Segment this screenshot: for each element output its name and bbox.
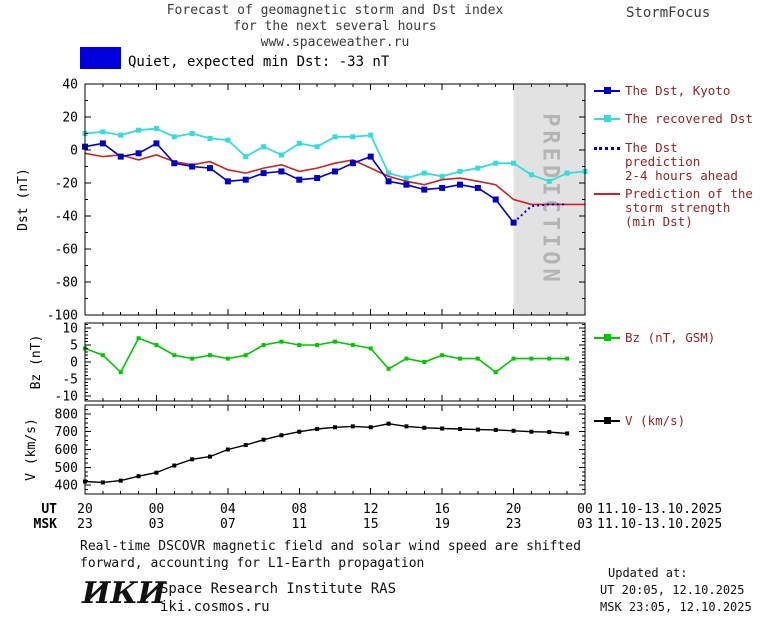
svg-text:00: 00 xyxy=(149,502,165,517)
quiet-status-label: Quiet, expected min Dst: -33 nT xyxy=(128,54,390,70)
legend-item-bz: Bz (nT, GSM) xyxy=(594,331,715,345)
propagation-note-line2: forward, accounting for L1-Earth propaga… xyxy=(80,556,425,571)
svg-text:03: 03 xyxy=(577,517,593,532)
svg-text:-60: -60 xyxy=(55,243,78,258)
series-bz-nt-gsm- xyxy=(84,337,568,374)
institute-name: Space Research Institute RAS xyxy=(160,581,397,597)
page-title: Forecast of geomagnetic storm and Dst in… xyxy=(166,3,504,18)
legend-label: The Dst prediction 2-4 hours ahead xyxy=(625,140,738,183)
legend-item-recovered-dst: The recovered Dst xyxy=(594,112,753,126)
svg-text:400: 400 xyxy=(55,479,78,494)
propagation-note: Real-time DSCOVR magnetic field and sola… xyxy=(80,538,581,572)
legend-item-v: V (km/s) xyxy=(594,414,685,428)
svg-text:V (km/s): V (km/s) xyxy=(24,418,39,481)
propagation-note-line1: Real-time DSCOVR magnetic field and sola… xyxy=(80,539,581,554)
svg-text:07: 07 xyxy=(220,517,236,532)
iki-logo: ИКИ xyxy=(82,576,166,611)
svg-text:20: 20 xyxy=(62,111,78,126)
svg-text:03: 03 xyxy=(149,517,165,532)
svg-text:15: 15 xyxy=(363,517,379,532)
storm-strength-marker-icon xyxy=(594,188,620,200)
svg-text:11: 11 xyxy=(291,517,307,532)
svg-text:5: 5 xyxy=(70,339,78,354)
legend-label: The Dst, Kyoto xyxy=(625,83,731,98)
svg-text:40: 40 xyxy=(62,78,78,93)
svg-text:-5: -5 xyxy=(62,372,78,387)
svg-text:19: 19 xyxy=(434,517,450,532)
svg-text:-20: -20 xyxy=(55,177,78,192)
series-the-dst-prediction-2-4-hours-ahead xyxy=(512,203,568,224)
updated-msk: MSK 23:05, 12.10.2025 xyxy=(600,600,752,614)
svg-text:20: 20 xyxy=(77,502,93,517)
legend-label: Bz (nT, GSM) xyxy=(625,330,716,345)
updated-label: Updated at: xyxy=(608,566,688,580)
svg-text:08: 08 xyxy=(291,502,307,517)
svg-text:600: 600 xyxy=(55,443,78,458)
svg-text:0: 0 xyxy=(70,144,78,159)
dst-kyoto-marker-icon xyxy=(594,85,620,97)
svg-text:-40: -40 xyxy=(55,210,78,225)
svg-text:12: 12 xyxy=(363,502,379,517)
svg-text:20: 20 xyxy=(506,502,522,517)
svg-text:10: 10 xyxy=(62,322,78,337)
series-v-km-s- xyxy=(84,422,568,484)
brand-label: StormFocus xyxy=(626,5,711,21)
svg-text:00: 00 xyxy=(577,502,593,517)
legend-item-dst-kyoto: The Dst, Kyoto xyxy=(594,84,730,98)
legend-label: The recovered Dst xyxy=(625,111,753,126)
svg-text:-100: -100 xyxy=(47,309,78,324)
quiet-status-swatch xyxy=(80,47,121,69)
institute-site: iki.cosmos.ru xyxy=(160,599,270,615)
updated-ut: UT 20:05, 12.10.2025 xyxy=(600,583,745,597)
svg-text:0: 0 xyxy=(70,356,78,371)
svg-text:23: 23 xyxy=(77,517,93,532)
svg-text:Bz (nT): Bz (nT) xyxy=(29,335,44,390)
svg-text:Dst (nT): Dst (nT) xyxy=(16,168,31,231)
svg-text:700: 700 xyxy=(55,425,78,440)
svg-text:UT: UT xyxy=(41,502,57,517)
legend-item-dst-prediction: The Dst prediction 2-4 hours ahead xyxy=(594,141,760,183)
series-the-dst-kyoto xyxy=(84,142,515,224)
bz-marker-icon xyxy=(594,332,620,344)
svg-text:-10: -10 xyxy=(55,389,78,404)
svg-text:11.10-13.10.2025: 11.10-13.10.2025 xyxy=(597,517,722,532)
page-title-block: Forecast of geomagnetic storm and Dst in… xyxy=(85,3,585,51)
svg-text:MSK: MSK xyxy=(34,517,58,532)
series-prediction-of-the-storm-strength-min-dst- xyxy=(84,152,585,206)
legend-item-storm-strength: Prediction of the storm strength (min Ds… xyxy=(594,187,753,229)
updated-block: Updated at: UT 20:05, 12.10.2025 MSK 23:… xyxy=(600,565,752,616)
svg-text:PREDICTION: PREDICTION xyxy=(537,113,562,285)
svg-text:16: 16 xyxy=(434,502,450,517)
v-marker-icon xyxy=(594,415,620,427)
source-url: www.spaceweather.ru xyxy=(260,35,410,50)
page-subtitle: for the next several hours xyxy=(233,19,437,34)
svg-text:800: 800 xyxy=(55,407,78,422)
svg-text:23: 23 xyxy=(506,517,522,532)
svg-text:11.10-13.10.2025: 11.10-13.10.2025 xyxy=(597,502,722,517)
svg-text:-80: -80 xyxy=(55,276,78,291)
svg-text:500: 500 xyxy=(55,461,78,476)
dst-prediction-marker-icon xyxy=(594,142,620,154)
legend-label: Prediction of the storm strength (min Ds… xyxy=(625,186,753,229)
svg-text:04: 04 xyxy=(220,502,236,517)
recovered-dst-marker-icon xyxy=(594,113,620,125)
legend-label: V (km/s) xyxy=(625,413,686,428)
